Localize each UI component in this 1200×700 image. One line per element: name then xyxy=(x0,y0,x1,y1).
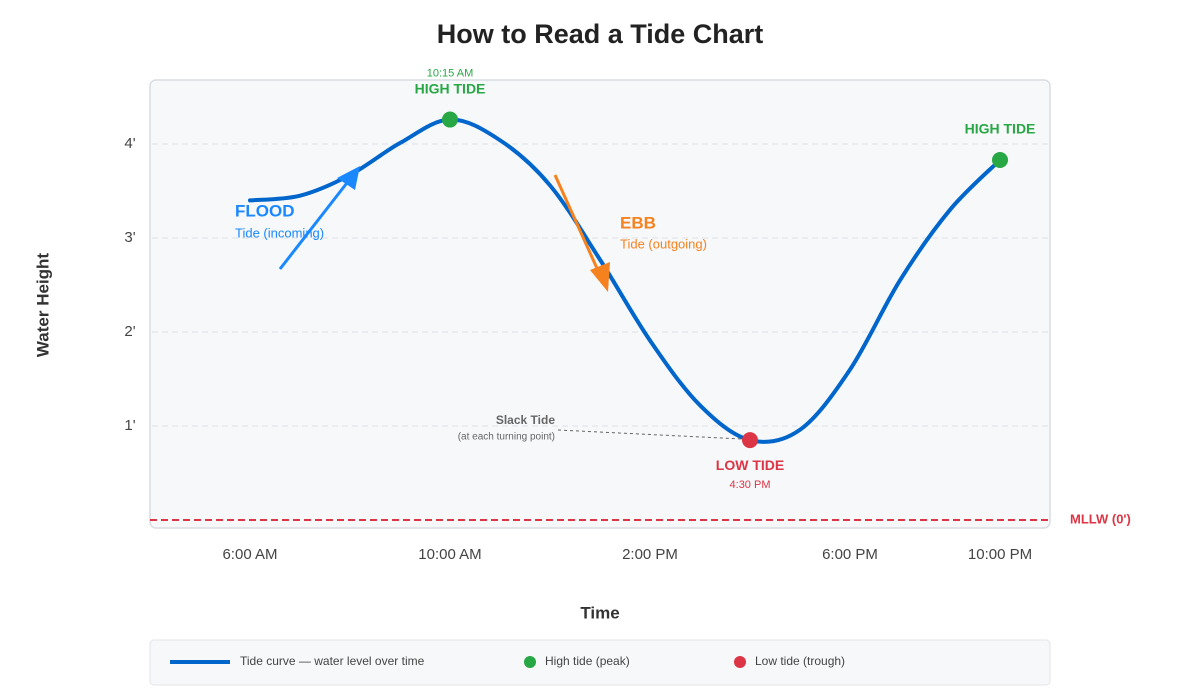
flood-title: FLOOD xyxy=(235,201,295,220)
x-tick-label: 10:00 AM xyxy=(418,546,481,563)
x-tick-label: 6:00 AM xyxy=(222,546,277,563)
legend-swatch xyxy=(524,656,536,668)
grid: 1' 2' 3' 4' 6:00 AM 10:00 AM 2:00 PM 6:00 PM 10:… xyxy=(124,135,1130,563)
x-axis-label: Time xyxy=(580,603,619,622)
y-tick-label: 1' xyxy=(124,417,135,434)
low-tide-label: LOW TIDE xyxy=(716,457,784,473)
x-tick-label: 6:00 PM xyxy=(822,546,878,563)
legend-swatch xyxy=(734,656,746,668)
legend-box xyxy=(149,639,1051,686)
low-tide-point xyxy=(742,432,758,449)
slack-text: (at each turning point) xyxy=(458,432,555,443)
x-tick-label: 10:00 PM xyxy=(968,546,1032,563)
reference-label: MLLW (0') xyxy=(1070,511,1131,526)
high-tide-point xyxy=(442,111,458,128)
ebb-title: EBB xyxy=(620,213,656,232)
plot-area xyxy=(149,79,1051,529)
y-tick-label: 2' xyxy=(124,323,135,340)
legend: Tide curve — water level over time High t… xyxy=(170,654,845,668)
legend-label: Tide curve — water level over time xyxy=(240,654,425,668)
chart-title: How to Read a Tide Chart xyxy=(437,19,764,49)
y-tick-label: 3' xyxy=(124,229,135,246)
flood-arrow xyxy=(278,166,360,270)
high-tide-label: HIGH TIDE xyxy=(965,121,1036,137)
ebb-arrow xyxy=(553,174,610,292)
flood-text: Tide (incoming) xyxy=(235,225,324,240)
high-tide-label: HIGH TIDE xyxy=(415,80,486,96)
legend-label: Low tide (trough) xyxy=(755,654,845,668)
slack-pointer xyxy=(557,429,743,440)
y-axis-label: Water Height xyxy=(33,253,52,358)
slack-title: Slack Tide xyxy=(496,413,555,427)
tide-curve xyxy=(248,117,1002,444)
x-tick-label: 2:00 PM xyxy=(622,546,678,563)
low-tide-time: 4:30 PM xyxy=(730,479,771,491)
high-tide-point xyxy=(992,151,1008,168)
high-tide-time: 10:15 AM xyxy=(427,67,473,79)
legend-label: High tide (peak) xyxy=(545,654,630,668)
y-tick-label: 4' xyxy=(124,135,135,152)
ebb-text: Tide (outgoing) xyxy=(620,236,707,251)
